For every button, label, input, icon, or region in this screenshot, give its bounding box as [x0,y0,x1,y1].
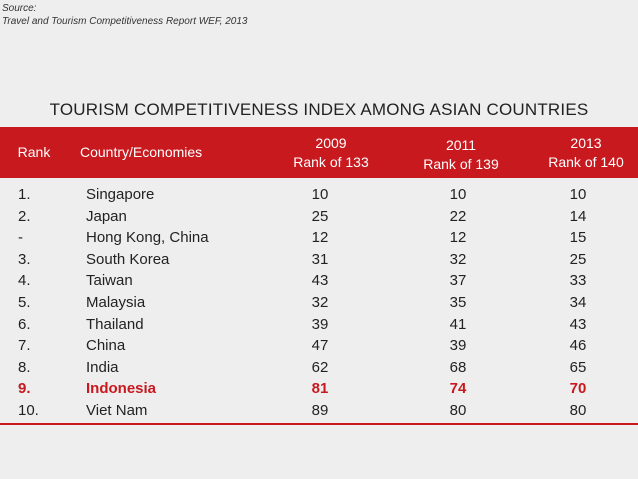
source-note: Source: Travel and Tourism Competitivene… [2,2,247,28]
header-2013-year: 2013 [570,135,602,151]
table-header: Rank Country/Economies 2009 Rank of 133 … [0,127,638,178]
row-value-2013: 10 [569,186,587,203]
header-2009-sub: Rank of 133 [293,154,369,170]
row-value-2009: 31 [311,250,329,268]
row-value-2009: 89 [311,401,329,419]
table-body: 1. Singapore 10 10 10 2. Japan 25 22 14 - Hong Kong… [0,184,638,422]
row-country: Viet Nam [86,401,148,419]
row-value-2009: 10 [311,186,329,203]
row-value-2011: 37 [449,272,467,290]
header-2013: 2013 Rank of 140 [530,134,638,172]
row-value-2011: 74 [449,380,467,398]
table-row: 1. Singapore 10 10 10 [0,184,638,206]
table-row: 2. Japan 25 22 14 [0,206,638,228]
header-2011: 2011 Rank of 139 [405,136,517,174]
row-value-2013: 34 [569,293,587,311]
row-value-2009: 81 [311,380,329,398]
row-country: Taiwan [86,272,133,290]
row-value-2009: 43 [311,272,329,290]
row-value-2011: 39 [449,337,467,355]
row-value-2011: 32 [449,250,467,268]
row-country: South Korea [86,250,170,268]
row-value-2013: 65 [569,358,587,376]
row-country: China [86,337,126,355]
table-row: 7. China 47 39 46 [0,335,638,357]
row-value-2011: 41 [449,315,467,333]
row-value-2013: 70 [569,380,587,398]
header-rank: Rank [17,144,51,160]
row-value-2011: 12 [449,229,467,247]
row-value-2011: 80 [449,401,467,419]
row-value-2009: 32 [311,293,329,311]
row-rank: 4. [18,272,31,290]
header-2009-year: 2009 [315,135,347,151]
row-value-2013: 46 [569,337,587,355]
row-value-2011: 35 [449,293,467,311]
row-rank: 6. [18,315,31,333]
row-value-2009: 25 [311,207,329,225]
row-value-2013: 33 [569,272,587,290]
table-row: 4. Taiwan 43 37 33 [0,270,638,292]
row-rank: 10. [18,401,39,419]
table-row: 9. Indonesia 81 74 70 [0,378,638,400]
row-value-2009: 12 [311,229,329,247]
row-value-2009: 47 [311,337,329,355]
row-value-2013: 43 [569,315,587,333]
header-2011-year: 2011 [445,137,477,153]
row-country: Singapore [86,186,155,203]
row-value-2011: 10 [449,186,467,203]
table-row: 6. Thailand 39 41 43 [0,314,638,336]
bottom-divider [0,423,638,425]
header-2013-sub: Rank of 140 [548,154,624,170]
table-row: 8. India 62 68 65 [0,357,638,379]
table-row: - Hong Kong, China 12 12 15 [0,227,638,249]
table-row: 3. South Korea 31 32 25 [0,249,638,271]
row-country: Thailand [86,315,144,333]
ranking-table: Rank Country/Economies 2009 Rank of 133 … [0,127,638,419]
row-rank: 9. [18,380,31,398]
row-country: Hong Kong, China [86,229,209,247]
row-rank: 7. [18,337,31,355]
row-country: India [86,358,119,376]
row-value-2011: 22 [449,207,467,225]
row-value-2013: 15 [569,229,587,247]
source-citation: Travel and Tourism Competitiveness Repor… [2,16,248,27]
row-rank: 8. [18,358,31,376]
row-value-2013: 14 [569,207,587,225]
row-value-2009: 39 [311,315,329,333]
row-country: Malaysia [86,293,146,311]
header-country: Country/Economies [80,144,203,160]
header-2009: 2009 Rank of 133 [275,134,387,172]
row-rank: 5. [18,293,31,311]
table-row: 5. Malaysia 32 35 34 [0,292,638,314]
table-title: TOURISM COMPETITIVENESS INDEX AMONG ASIA… [49,100,589,119]
header-2011-sub: Rank of 139 [423,156,499,172]
row-value-2009: 62 [311,358,329,376]
row-rank: 1. [18,186,31,203]
table-row: 10. Viet Nam 89 80 80 [0,400,638,422]
row-rank: 2. [18,207,31,225]
row-rank: - [18,229,23,247]
source-label: Source: [2,3,37,14]
row-country: Japan [86,207,127,225]
row-country: Indonesia [86,380,157,398]
row-value-2013: 80 [569,401,587,419]
row-rank: 3. [18,250,31,268]
row-value-2011: 68 [449,358,467,376]
row-value-2013: 25 [569,250,587,268]
